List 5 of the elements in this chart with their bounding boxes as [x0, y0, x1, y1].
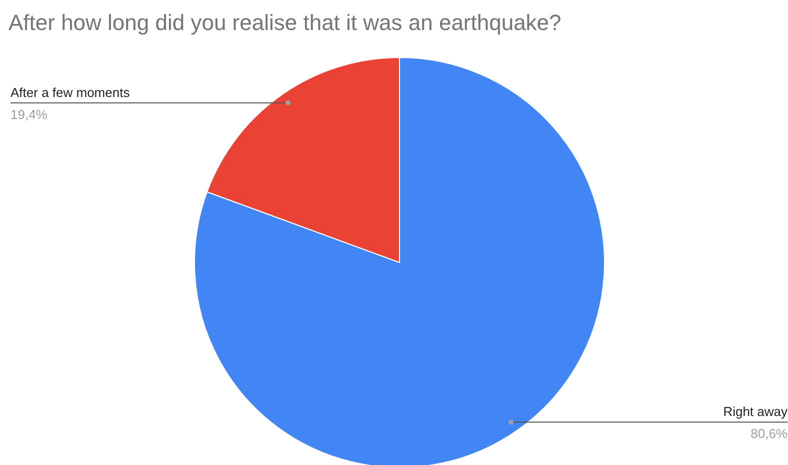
slice-label: Right away [723, 404, 788, 420]
data-label: 19,4% [10, 106, 48, 122]
data-label: 80,6% [750, 426, 788, 442]
slice-label: After a few moments [10, 84, 130, 100]
chart-title: After how long did you realise that it was an earthquake? [8, 10, 562, 35]
